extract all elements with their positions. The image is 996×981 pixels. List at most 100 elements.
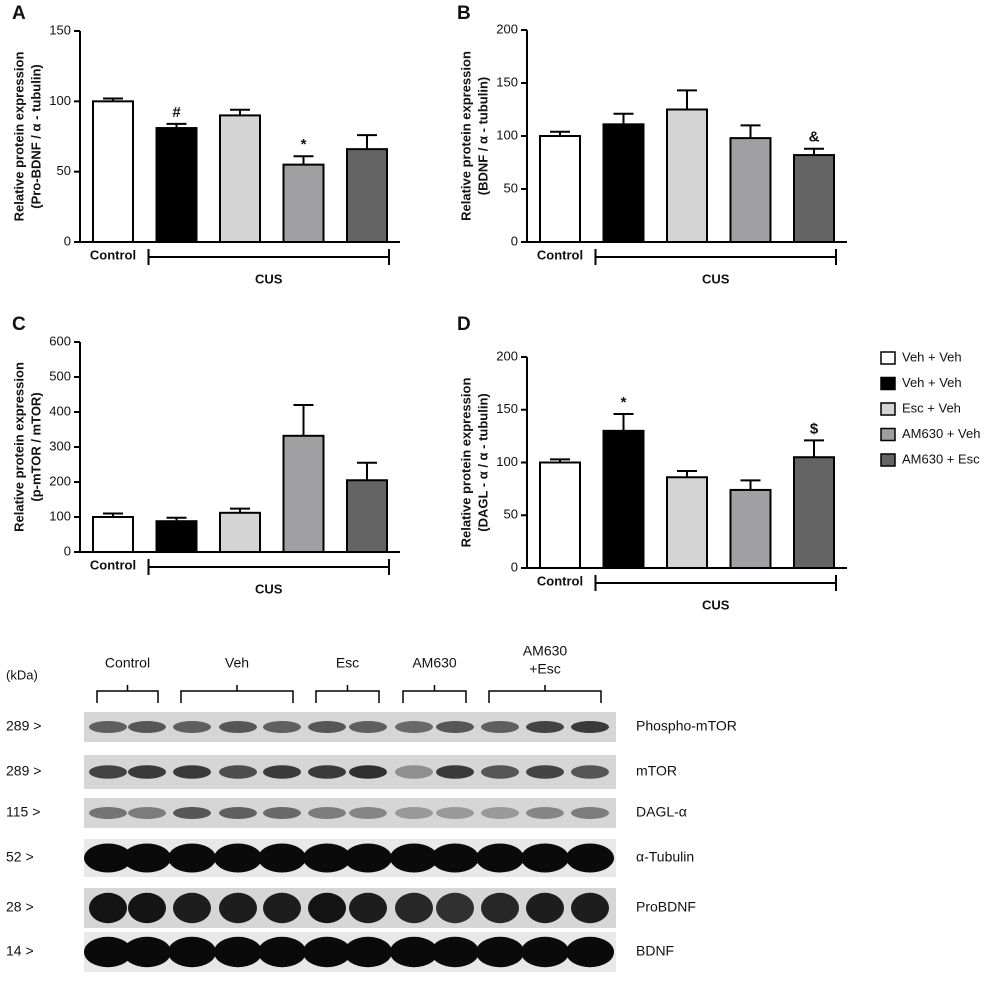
legend-swatch — [880, 402, 896, 416]
blot-band — [84, 936, 132, 968]
blot-band — [168, 936, 216, 968]
bar — [282, 434, 325, 553]
y-axis-label: Relative protein expression — [11, 362, 26, 532]
blot-band — [84, 843, 132, 873]
blot-band — [219, 721, 257, 733]
blot-band — [436, 721, 474, 733]
blot-band — [173, 892, 211, 924]
group-label: Control — [105, 655, 150, 671]
bar — [729, 488, 772, 569]
y-tick-label: 200 — [49, 473, 71, 488]
blot-band — [566, 843, 614, 873]
blot-band — [390, 936, 438, 968]
bar — [729, 137, 772, 243]
group-label: CUS — [255, 271, 283, 286]
blot-band — [526, 765, 564, 779]
y-tick-label: 50 — [504, 507, 518, 522]
blot-band — [308, 807, 346, 819]
y-tick-label: 400 — [49, 403, 71, 418]
blot-band — [263, 721, 301, 733]
blot-band — [349, 892, 387, 924]
y-tick-label: 50 — [504, 180, 518, 195]
blot-band — [436, 765, 474, 779]
kda-marker: 28 > — [6, 899, 34, 915]
bar — [793, 456, 835, 570]
blot-band — [219, 892, 257, 924]
blot-band — [344, 843, 392, 873]
legend-label: Esc + Veh — [902, 400, 961, 415]
y-tick-label: 150 — [49, 22, 71, 37]
blot-band — [521, 843, 569, 873]
bar — [666, 476, 708, 569]
legend-swatch — [880, 453, 896, 467]
group-label: CUS — [255, 581, 283, 596]
kda-marker: 14 > — [6, 943, 34, 959]
panel-label: B — [457, 3, 471, 24]
y-tick-label: 0 — [64, 543, 71, 558]
blot-band — [436, 892, 474, 924]
bar — [219, 114, 261, 243]
blot-band — [123, 843, 171, 873]
kda-label: (kDa) — [6, 667, 38, 682]
bar — [602, 123, 645, 243]
blot-band — [214, 936, 262, 968]
y-axis-label: (Pro-BDNF / α - tubulin) — [28, 64, 43, 208]
y-tick-label: 500 — [49, 368, 71, 383]
blot-band — [349, 807, 387, 819]
annotation: # — [172, 104, 181, 121]
blot-band — [173, 807, 211, 819]
blot-band — [258, 936, 306, 968]
y-tick-label: 600 — [49, 333, 71, 348]
bar — [219, 511, 261, 553]
blot-band — [308, 721, 346, 733]
group-label: AM630 — [412, 655, 457, 671]
blot-band — [349, 721, 387, 733]
annotation: * — [301, 136, 307, 153]
blot-band — [571, 721, 609, 733]
bar — [539, 135, 581, 243]
legend-label: Veh + Veh — [902, 349, 962, 364]
blot-band — [571, 892, 609, 924]
blot-band — [89, 765, 127, 779]
blot-band — [566, 936, 614, 968]
bar — [92, 516, 134, 553]
blot-band — [526, 892, 564, 924]
panel-label: D — [457, 314, 471, 335]
blot-band — [263, 765, 301, 779]
blot-band — [571, 765, 609, 779]
annotation: * — [621, 394, 627, 411]
y-axis-label: Relative protein expression — [458, 51, 473, 221]
group-bracket — [96, 685, 159, 703]
group-label: Control — [90, 247, 136, 262]
blot-band — [395, 765, 433, 779]
bar — [346, 148, 388, 243]
group-label: AM630 — [523, 643, 568, 659]
blot-band — [128, 721, 166, 733]
y-axis-label: (BDNF / α - tubulin) — [475, 77, 490, 195]
bar — [346, 479, 388, 553]
blot-band — [395, 721, 433, 733]
blot-band — [303, 936, 351, 968]
blot-band — [526, 807, 564, 819]
blot-band — [128, 765, 166, 779]
blot-band — [214, 843, 262, 873]
blot-band — [481, 807, 519, 819]
blot-band — [308, 892, 346, 924]
protein-label: ProBDNF — [636, 899, 696, 915]
y-axis-label: (DAGL - α / α - tubulin) — [475, 393, 490, 532]
blot-band — [436, 807, 474, 819]
blot-band — [571, 807, 609, 819]
blot-band — [258, 843, 306, 873]
kda-marker: 115 > — [6, 804, 40, 820]
y-tick-label: 150 — [496, 401, 518, 416]
blot-band — [89, 892, 127, 924]
blot-band — [89, 721, 127, 733]
bar — [602, 429, 645, 569]
panel-label: C — [12, 314, 26, 335]
bar — [92, 100, 134, 244]
bar — [539, 461, 581, 569]
group-label: Esc — [336, 655, 359, 671]
legend-swatch — [880, 376, 896, 391]
y-tick-label: 200 — [496, 348, 518, 363]
